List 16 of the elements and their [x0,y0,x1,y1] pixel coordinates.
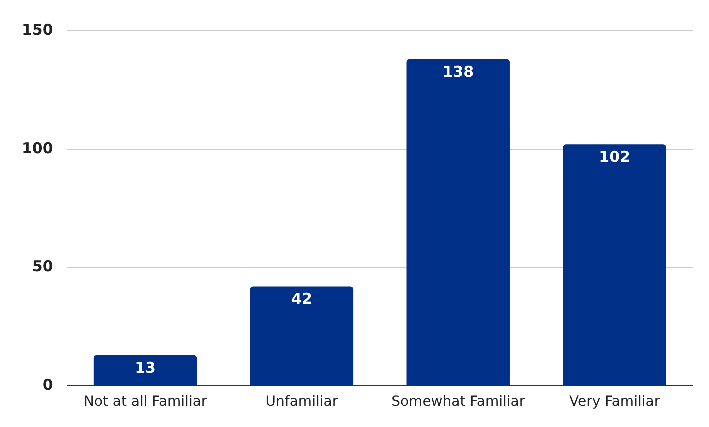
y-tick-label: 50 [32,258,54,276]
x-tick-label: Not at all Familiar [84,394,208,410]
bar [406,59,510,386]
data-label: 138 [442,62,474,81]
y-tick-label: 100 [22,139,54,158]
bar [250,286,354,386]
y-tick-label: 150 [22,20,54,39]
data-label: 42 [292,290,312,308]
data-label: 13 [135,358,156,377]
y-tick-label: 0 [42,376,54,394]
bar [563,144,666,386]
x-tick-label: Somewhat Familiar [392,394,526,410]
bar [94,355,198,386]
x-tick-label: Very Familiar [569,394,660,410]
data-label: 102 [599,148,630,166]
x-tick-label: Unfamiliar [266,394,338,410]
